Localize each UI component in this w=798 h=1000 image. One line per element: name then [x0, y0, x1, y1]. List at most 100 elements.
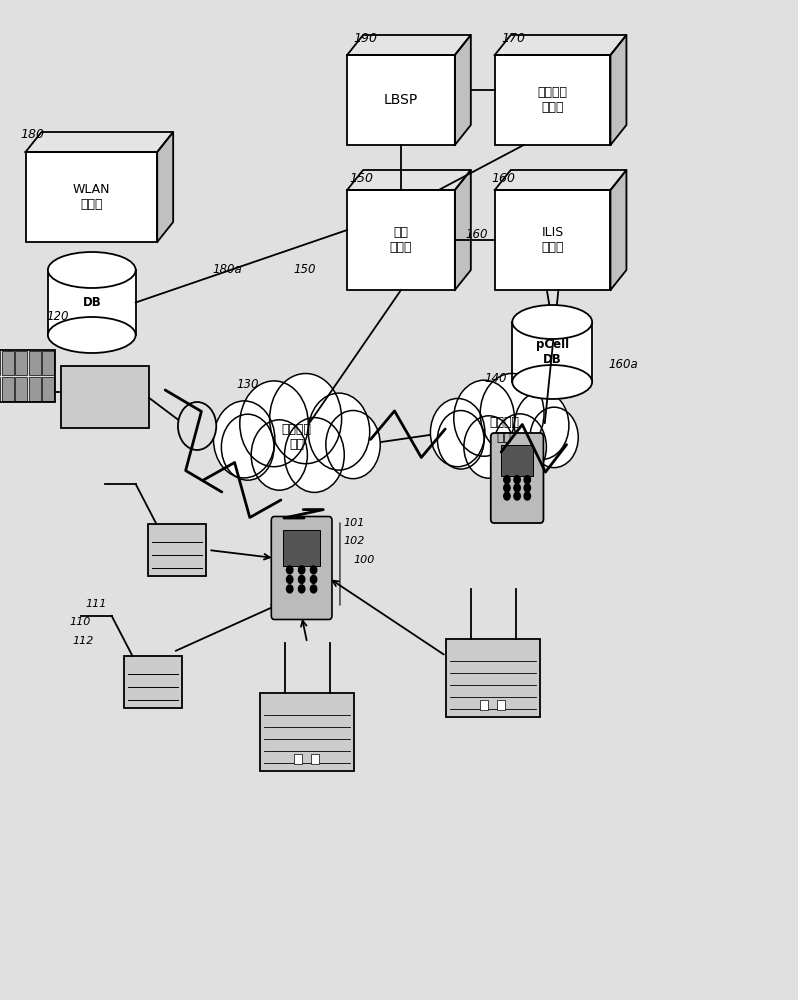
Bar [0, 350, 55, 402]
Polygon shape [347, 170, 471, 190]
Bar [124, 656, 182, 708]
Text: 100: 100 [354, 555, 375, 565]
Circle shape [504, 476, 510, 484]
Text: 190: 190 [354, 32, 377, 45]
Text: LBSP: LBSP [384, 93, 418, 107]
Bar [294, 754, 302, 764]
Bar [61, 366, 149, 428]
Circle shape [221, 414, 274, 480]
Text: pCell
DB: pCell DB [535, 338, 569, 366]
Text: WLAN
服务器: WLAN 服务器 [73, 183, 110, 211]
Circle shape [514, 476, 520, 484]
Circle shape [504, 484, 510, 492]
Circle shape [178, 402, 216, 450]
Polygon shape [347, 35, 471, 55]
Circle shape [524, 476, 531, 484]
Bar [495, 55, 610, 145]
Circle shape [326, 410, 380, 479]
Circle shape [493, 414, 547, 480]
Bar [42, 377, 54, 401]
Bar [42, 351, 54, 375]
Polygon shape [455, 35, 471, 145]
Circle shape [454, 380, 515, 456]
Circle shape [285, 418, 344, 492]
Bar [283, 530, 320, 566]
FancyBboxPatch shape [271, 516, 332, 619]
FancyBboxPatch shape [491, 433, 543, 523]
Text: 160: 160 [492, 172, 516, 185]
Text: 140: 140 [484, 372, 507, 385]
Circle shape [514, 484, 520, 492]
Text: ILIS
服务器: ILIS 服务器 [541, 226, 564, 254]
Bar [29, 351, 41, 375]
Circle shape [251, 420, 307, 490]
Circle shape [480, 373, 544, 453]
Circle shape [286, 575, 293, 583]
Text: 移动通信
网络: 移动通信 网络 [282, 423, 312, 451]
Polygon shape [495, 35, 626, 55]
Text: 112: 112 [73, 636, 93, 646]
Polygon shape [610, 35, 626, 145]
Bar [29, 377, 41, 401]
Text: 180a: 180a [212, 263, 243, 276]
Circle shape [524, 492, 531, 500]
Circle shape [310, 585, 317, 593]
Circle shape [430, 398, 485, 467]
Bar [15, 351, 27, 375]
Text: 180: 180 [20, 128, 44, 141]
Circle shape [298, 585, 305, 593]
Polygon shape [455, 170, 471, 290]
Bar [148, 524, 206, 576]
Ellipse shape [512, 305, 592, 339]
Circle shape [530, 407, 579, 468]
Ellipse shape [512, 365, 592, 399]
Text: 160a: 160a [608, 358, 638, 371]
Bar [347, 55, 455, 145]
Text: 定位
服务器: 定位 服务器 [389, 226, 413, 254]
Text: 102: 102 [343, 536, 365, 546]
Circle shape [286, 585, 293, 593]
Circle shape [213, 401, 275, 478]
Polygon shape [512, 322, 592, 382]
Polygon shape [48, 270, 136, 335]
Circle shape [239, 381, 308, 467]
Text: 160: 160 [465, 228, 488, 241]
Polygon shape [495, 170, 626, 190]
Ellipse shape [48, 317, 136, 353]
Polygon shape [610, 170, 626, 290]
Bar [446, 639, 540, 717]
Text: 130: 130 [236, 378, 259, 391]
Bar [2, 351, 14, 375]
Bar [495, 190, 610, 290]
Circle shape [437, 411, 484, 469]
Text: 110: 110 [69, 617, 90, 627]
Circle shape [308, 393, 369, 470]
Text: 有线通信
网络: 有线通信 网络 [489, 416, 519, 444]
Bar [2, 377, 14, 401]
Text: DB: DB [82, 296, 101, 309]
Circle shape [310, 566, 317, 574]
Circle shape [514, 492, 520, 500]
Bar [497, 700, 505, 710]
Text: 120: 120 [46, 310, 69, 323]
Text: 150: 150 [350, 172, 373, 185]
Circle shape [270, 373, 342, 464]
Bar [347, 190, 455, 290]
Bar [480, 700, 488, 710]
Circle shape [515, 391, 569, 460]
Circle shape [286, 566, 293, 574]
Bar [26, 152, 157, 242]
Text: 101: 101 [343, 518, 365, 528]
Polygon shape [26, 132, 173, 152]
Circle shape [504, 492, 510, 500]
Bar [15, 377, 27, 401]
Circle shape [298, 575, 305, 583]
Text: 111: 111 [85, 599, 106, 609]
Text: 170: 170 [501, 32, 525, 45]
Circle shape [524, 484, 531, 492]
Text: 装置管理
服务器: 装置管理 服务器 [538, 86, 567, 114]
Circle shape [298, 566, 305, 574]
Bar [311, 754, 319, 764]
Bar [501, 445, 533, 476]
Ellipse shape [48, 252, 136, 288]
